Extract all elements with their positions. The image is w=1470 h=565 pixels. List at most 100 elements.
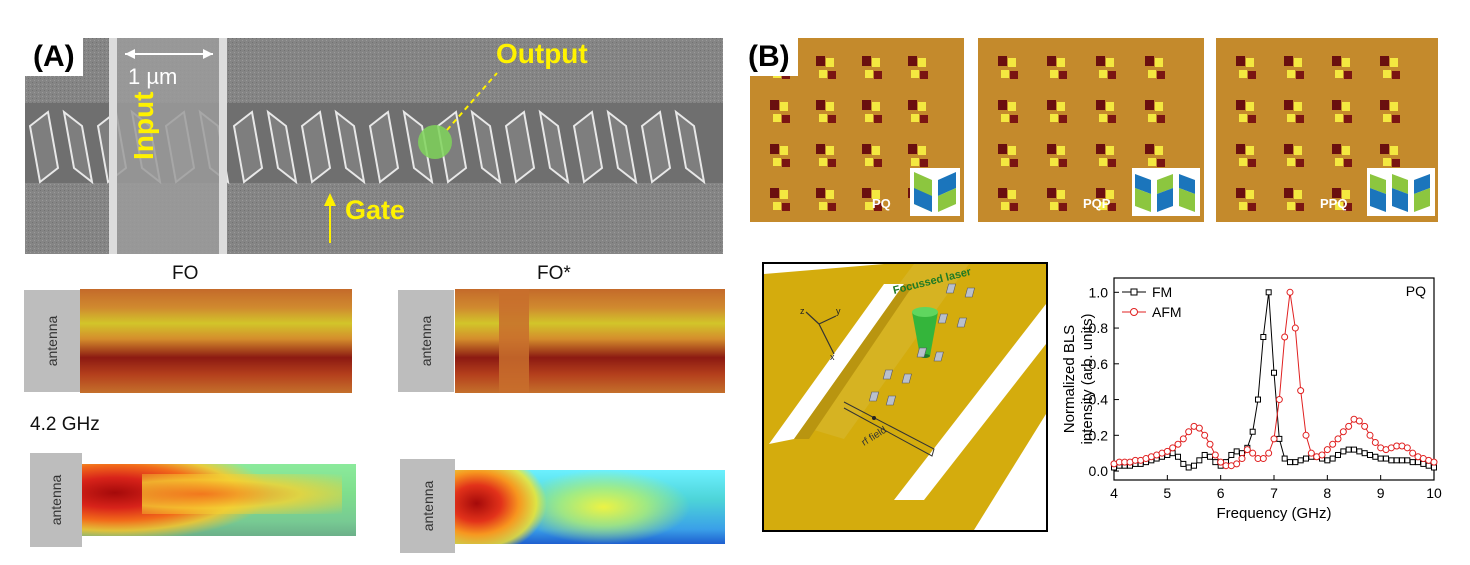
mfm-dark-spot	[1248, 71, 1256, 79]
mfm-bright-spot	[1008, 190, 1016, 199]
axis-z-label: z	[800, 306, 805, 316]
mfm-bright-spot	[826, 58, 834, 67]
data-point-afm	[1201, 431, 1209, 439]
mfm-dark-spot	[1284, 56, 1293, 66]
mfm-dark-spot	[1332, 100, 1341, 110]
nanomagnet	[504, 110, 536, 184]
mfm-bright-spot	[1148, 114, 1156, 122]
data-point-fm	[1276, 435, 1283, 442]
mfm-dark-spot	[1332, 144, 1341, 154]
mfm-dark-spot	[1392, 159, 1400, 167]
data-point-afm	[1195, 424, 1203, 432]
data-point-afm	[1265, 449, 1273, 457]
data-point-afm	[1217, 458, 1225, 466]
antenna-block-3: antenna	[30, 453, 82, 547]
mfm-bright-spot	[826, 190, 834, 199]
data-point-fm	[1345, 446, 1352, 453]
data-point-afm	[1206, 440, 1214, 448]
mfm-dark-spot	[1344, 203, 1352, 211]
mfm-bright-spot	[911, 114, 919, 122]
mfm-bright-spot	[1155, 146, 1163, 155]
mfm-dark-spot	[1145, 144, 1154, 154]
data-point-afm	[1243, 446, 1251, 454]
mfm-dark-spot	[874, 203, 882, 211]
mfm-dark-spot	[1108, 115, 1116, 123]
gap-left	[769, 284, 904, 444]
mfm-bright-spot	[1239, 114, 1247, 122]
mfm-bright-spot	[1383, 114, 1391, 122]
data-point-fm	[1196, 457, 1203, 464]
data-point-fm	[1324, 457, 1331, 464]
data-point-afm	[1211, 451, 1219, 459]
input-label: Input	[128, 91, 159, 160]
data-point-fm	[1228, 451, 1235, 458]
data-point-afm	[1345, 422, 1353, 430]
mfm-dark-spot	[782, 115, 790, 123]
mfm-bright-spot	[1239, 70, 1247, 78]
scale-bar-label: 1 µm	[128, 64, 178, 89]
mfm-dark-spot	[1248, 159, 1256, 167]
data-point-fm	[1340, 448, 1347, 455]
mfm-dark-spot	[1145, 56, 1154, 66]
data-point-fm	[1271, 369, 1277, 376]
mfm-dark-spot	[1380, 56, 1389, 66]
mfm-bright-spot	[1342, 190, 1350, 199]
spin-wave-map-fo	[80, 289, 352, 393]
mfm-bright-spot	[1008, 58, 1016, 67]
output-spot	[418, 125, 452, 159]
nanomagnet	[368, 110, 400, 184]
mfm-bright-spot	[872, 146, 880, 155]
mfm-bright-spot	[1342, 58, 1350, 67]
mfm-dark-spot	[816, 188, 825, 198]
input-electrode	[109, 38, 225, 254]
x-tick-label: 4	[1110, 485, 1118, 501]
mfm-dark-spot	[920, 115, 928, 123]
mfm-dark-spot	[1248, 203, 1256, 211]
mfm-bright-spot	[826, 146, 834, 155]
x-tick-label: 9	[1377, 485, 1385, 501]
mfm-bright-spot	[918, 146, 926, 155]
data-point-fm	[1425, 462, 1432, 469]
nanomagnet	[674, 109, 706, 185]
x-tick-label: 10	[1426, 485, 1442, 501]
data-point-fm	[1393, 457, 1400, 464]
mfm-bright-spot	[1008, 102, 1016, 111]
data-point-afm	[1361, 422, 1369, 430]
antenna-block-1: antenna	[24, 290, 80, 392]
data-point-fm	[1404, 457, 1411, 464]
mfm-bright-spot	[918, 58, 926, 67]
mfm-dark-spot	[862, 100, 871, 110]
data-point-fm	[1335, 451, 1341, 458]
y-axis-label-line1: Normalized BLS	[1061, 325, 1078, 433]
rf-field-loop	[843, 401, 935, 457]
data-point-afm	[1430, 458, 1438, 466]
nanomagnet	[62, 109, 94, 185]
mfm-bright-spot	[1287, 70, 1295, 78]
mfm-bright-spot	[872, 190, 880, 199]
mfm-bright-spot	[1155, 58, 1163, 67]
mfm-bright-spot	[1050, 158, 1058, 166]
mfm-dark-spot	[1010, 115, 1018, 123]
mfm-bright-spot	[865, 70, 873, 78]
mfm-dark-spot	[1284, 188, 1293, 198]
mfm-bright-spot	[1294, 58, 1302, 67]
mfm-dark-spot	[1145, 100, 1154, 110]
mfm-bright-spot	[1057, 58, 1065, 67]
mfm-dark-spot	[920, 159, 928, 167]
mfm-dark-spot	[1344, 115, 1352, 123]
mfm-dot-array-ppq	[1236, 56, 1400, 211]
mfm-bright-spot	[1008, 146, 1016, 155]
legend-marker-fm	[1130, 288, 1138, 296]
mfm-bright-spot	[819, 158, 827, 166]
gate-arrow-icon	[324, 193, 336, 206]
bls-spectrum-chart: 4 5 6 7 8 9 10 0.0 0.2 0.4 0.6 0.8 1.0 Frequency (GHz…	[1050, 258, 1464, 558]
mfm-bright-spot	[1099, 70, 1107, 78]
mfm-dark-spot	[782, 159, 790, 167]
mfm-bright-spot	[1106, 190, 1114, 199]
nanomagnet	[334, 109, 366, 185]
mfm-bright-spot	[1106, 102, 1114, 111]
data-point-fm	[1329, 455, 1336, 462]
axis-y-line	[818, 315, 837, 325]
mfm-dark-spot	[1047, 56, 1056, 66]
mfm-dark-spot	[998, 144, 1007, 154]
